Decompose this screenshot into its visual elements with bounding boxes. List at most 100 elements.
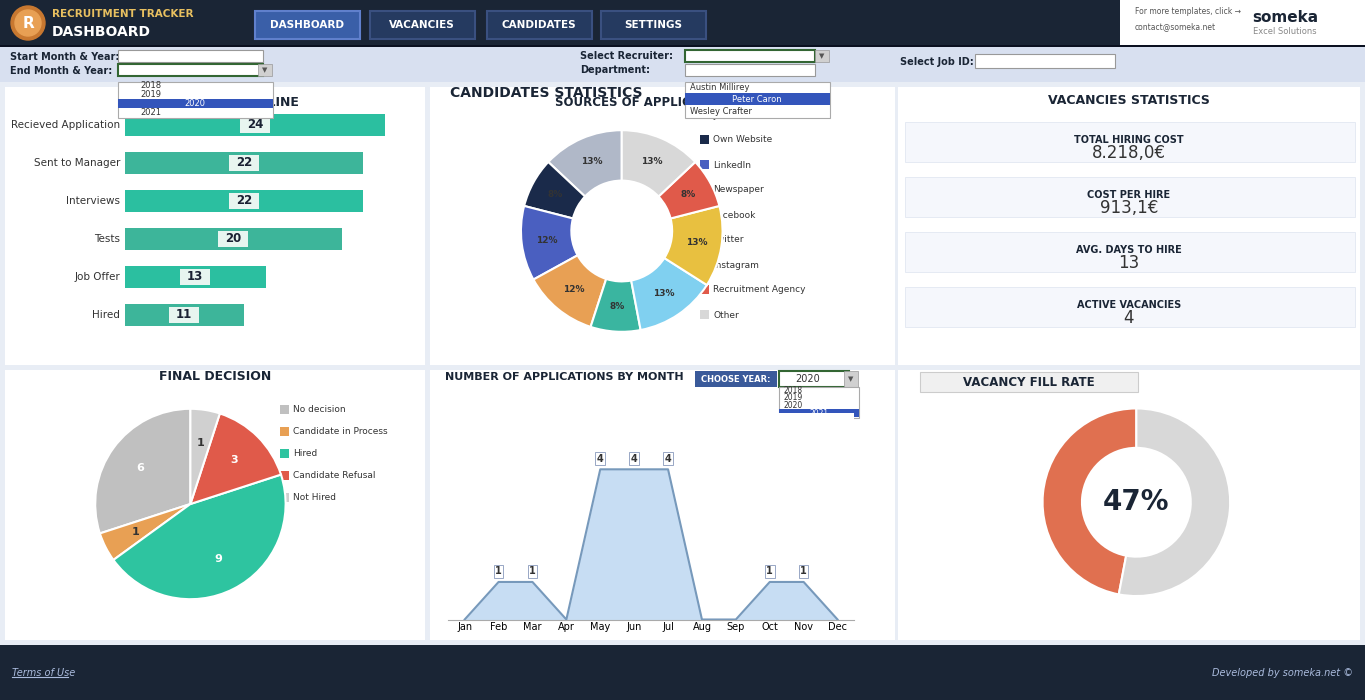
Text: LinkedIn: LinkedIn <box>713 160 751 169</box>
Wedge shape <box>524 162 586 218</box>
Text: CANDIDATES STATISTICS: CANDIDATES STATISTICS <box>450 86 643 100</box>
Text: VACANCY FILL RATE: VACANCY FILL RATE <box>964 375 1095 389</box>
Wedge shape <box>521 206 577 279</box>
Text: Hired: Hired <box>91 310 120 320</box>
Text: 8%: 8% <box>680 190 696 199</box>
Text: 2021: 2021 <box>141 108 161 117</box>
Bar <box>5 370 425 640</box>
Bar <box>0 82 1365 645</box>
Bar <box>898 87 1360 365</box>
Text: 6: 6 <box>136 463 145 473</box>
Bar <box>700 235 708 244</box>
Bar <box>685 64 815 76</box>
Bar <box>126 190 363 212</box>
Text: contact@someka.net: contact@someka.net <box>1136 22 1216 32</box>
Text: Candidate in Process: Candidate in Process <box>293 428 388 437</box>
Bar <box>685 82 830 118</box>
Text: CHOOSE YEAR:: CHOOSE YEAR: <box>702 374 771 384</box>
Text: 4: 4 <box>597 454 603 463</box>
Text: 4: 4 <box>631 454 637 463</box>
Text: For more templates, click →: For more templates, click → <box>1136 8 1241 17</box>
Text: Not Hired: Not Hired <box>293 494 336 503</box>
Bar <box>905 287 1355 327</box>
Text: End Month & Year:: End Month & Year: <box>10 66 112 76</box>
Text: 13%: 13% <box>654 289 676 298</box>
Wedge shape <box>534 256 606 327</box>
Text: 8.218,0€: 8.218,0€ <box>1092 144 1166 162</box>
Bar <box>126 114 385 136</box>
Bar <box>280 493 289 502</box>
Bar <box>905 177 1355 217</box>
Bar <box>898 370 1360 640</box>
Bar <box>117 50 263 62</box>
Text: Excel Solutions: Excel Solutions <box>1253 27 1317 36</box>
Bar <box>815 50 829 62</box>
Bar <box>430 87 895 365</box>
Text: Facebook: Facebook <box>713 211 755 220</box>
Bar <box>601 11 706 39</box>
Text: COST PER HIRE: COST PER HIRE <box>1088 190 1171 200</box>
Text: Wesley Crafter: Wesley Crafter <box>689 106 752 116</box>
Text: 2021: 2021 <box>809 409 829 417</box>
Text: 13: 13 <box>1118 254 1140 272</box>
Text: 3: 3 <box>231 455 238 466</box>
Bar <box>280 449 289 458</box>
Text: 47%: 47% <box>1103 489 1170 517</box>
Bar <box>685 93 830 105</box>
Bar <box>229 155 259 171</box>
Text: Interviews: Interviews <box>66 196 120 206</box>
Bar <box>117 82 273 118</box>
Text: Start Month & Year:: Start Month & Year: <box>10 52 119 62</box>
Text: ▼: ▼ <box>819 53 824 59</box>
Text: someka: someka <box>1252 10 1319 25</box>
Text: Hired: Hired <box>293 449 317 459</box>
Text: 13%: 13% <box>685 238 707 247</box>
Bar <box>229 193 259 209</box>
Text: 22: 22 <box>236 195 253 207</box>
Bar <box>280 471 289 480</box>
Bar <box>430 370 895 640</box>
Bar <box>844 371 859 387</box>
Text: SETTINGS: SETTINGS <box>624 20 682 30</box>
Text: DASHBOARD: DASHBOARD <box>270 20 344 30</box>
Text: Tests: Tests <box>94 234 120 244</box>
Text: NUMBER OF APPLICATIONS BY MONTH: NUMBER OF APPLICATIONS BY MONTH <box>445 372 684 382</box>
Text: 2018: 2018 <box>141 81 161 90</box>
Wedge shape <box>622 130 695 197</box>
Bar <box>5 87 425 365</box>
Bar <box>258 64 272 76</box>
Text: 11: 11 <box>176 309 192 321</box>
Wedge shape <box>658 162 719 218</box>
Text: AVG. DAYS TO HIRE: AVG. DAYS TO HIRE <box>1076 245 1182 255</box>
Bar <box>0 645 1365 700</box>
Bar <box>240 117 270 133</box>
Text: 8%: 8% <box>609 302 625 311</box>
Bar <box>975 54 1115 68</box>
Text: 20: 20 <box>225 232 242 246</box>
Wedge shape <box>549 130 621 197</box>
Text: 2020: 2020 <box>796 374 820 384</box>
Bar <box>180 269 210 285</box>
Wedge shape <box>1119 408 1230 596</box>
Wedge shape <box>190 409 220 504</box>
Text: Candidate Refusal: Candidate Refusal <box>293 472 375 480</box>
Bar <box>218 231 248 247</box>
Circle shape <box>11 6 45 40</box>
Text: 1: 1 <box>530 566 536 576</box>
Text: 12%: 12% <box>562 285 584 294</box>
Text: Twitter: Twitter <box>713 235 744 244</box>
Text: 22: 22 <box>236 157 253 169</box>
Text: RECRUITMENT PIPELINE: RECRUITMENT PIPELINE <box>131 95 299 108</box>
Text: 13%: 13% <box>581 157 602 166</box>
Text: RECRUITMENT TRACKER: RECRUITMENT TRACKER <box>52 9 194 19</box>
Bar <box>126 152 363 174</box>
Bar <box>779 409 859 417</box>
Text: No decision: No decision <box>293 405 345 414</box>
Bar <box>370 11 475 39</box>
Bar <box>700 135 708 144</box>
Text: 1: 1 <box>495 566 502 576</box>
Bar <box>126 304 244 326</box>
Bar <box>779 387 859 418</box>
Wedge shape <box>96 409 190 533</box>
Bar <box>700 285 708 294</box>
